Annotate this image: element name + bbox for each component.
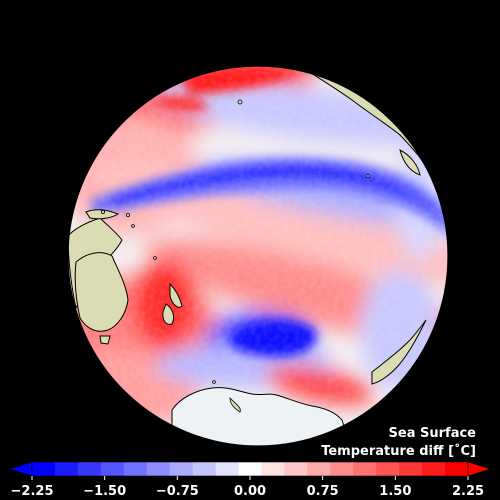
islands [101, 99, 370, 384]
ocean-field [68, 66, 448, 446]
colorbar-bin [284, 462, 308, 476]
colorbar-bin [376, 462, 400, 476]
colorbar [9, 461, 491, 480]
colorbar-bin [215, 462, 239, 476]
colorbar-tick-label: −0.75 [155, 484, 199, 499]
colorbar-bin [100, 462, 125, 476]
colorbar-bin [192, 462, 216, 476]
colorbar-bin [77, 462, 102, 476]
colorbar-bin [238, 462, 262, 476]
colorbar-bin [399, 462, 423, 476]
land-australia [68, 209, 129, 345]
colorbar-tick-label: 0.00 [233, 484, 267, 499]
colorbar-bin [54, 462, 79, 476]
colorbar-tick-label: −2.25 [10, 484, 54, 499]
colorbar-bin [422, 462, 446, 476]
colorbar-tick-label: 0.75 [306, 484, 339, 499]
land-new-zealand [162, 282, 183, 325]
colorbar-tick-label: 1.50 [379, 484, 412, 499]
colorbar-bin [261, 462, 285, 476]
colorbar-extend-low [9, 461, 33, 477]
map-title-line-1: Sea Surface [388, 426, 476, 441]
colorbar-extend-high [467, 461, 491, 477]
colorbar-bin [169, 462, 193, 476]
colorbar-bin [123, 462, 148, 476]
colorbar-tick-label: 2.25 [451, 484, 485, 499]
colorbar-bin [146, 462, 170, 476]
land-south-america [371, 319, 427, 385]
colorbar-bin [307, 462, 331, 476]
map-title-line-2: Temperature diff [˚C] [321, 444, 476, 459]
colorbar-bin [330, 462, 354, 476]
colorbar-bin [445, 462, 469, 476]
colorbar-bin [32, 462, 56, 476]
colorbar-tick-label: −1.50 [83, 484, 127, 499]
colorbar-bin [353, 462, 377, 476]
globe-outline [67, 65, 449, 447]
